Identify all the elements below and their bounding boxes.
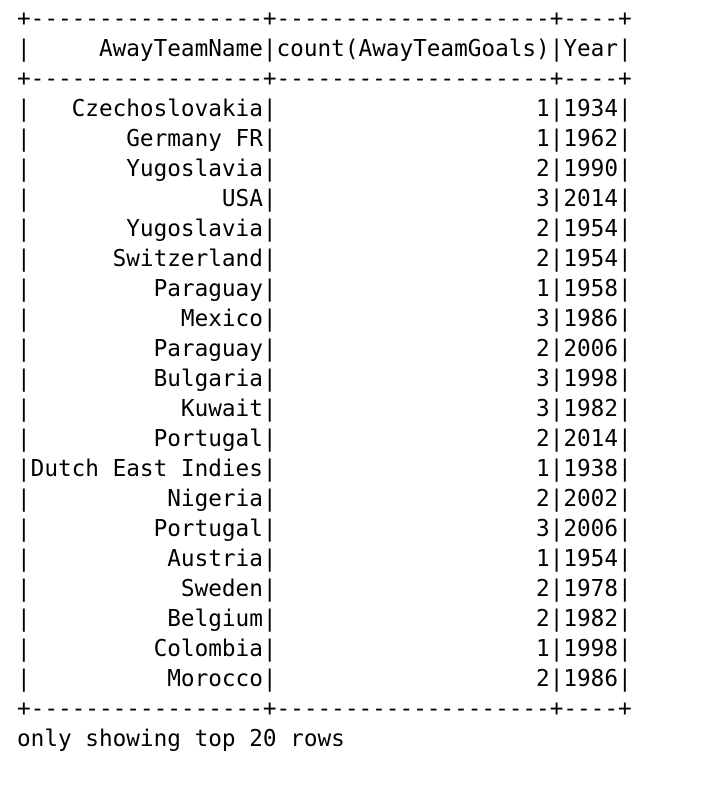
table-row: | Morocco| 2|1986| xyxy=(17,666,632,692)
table-row: | Mexico| 3|1986| xyxy=(17,306,632,332)
table-row: | Kuwait| 3|1982| xyxy=(17,396,632,422)
table-row: | Bulgaria| 3|1998| xyxy=(17,366,632,392)
table-top-border: +-----------------+--------------------+… xyxy=(17,6,632,32)
table-row: | Switzerland| 2|1954| xyxy=(17,246,632,272)
table-row: | Sweden| 2|1978| xyxy=(17,576,632,602)
table-row: | Nigeria| 2|2002| xyxy=(17,486,632,512)
table-row: | Yugoslavia| 2|1954| xyxy=(17,216,632,242)
table-row: | Belgium| 2|1982| xyxy=(17,606,632,632)
table-row: | Yugoslavia| 2|1990| xyxy=(17,156,632,182)
table-header-row: | AwayTeamName|count(AwayTeamGoals)|Year… xyxy=(17,36,632,62)
table-body: | Czechoslovakia| 1|1934| | Germany FR| 1… xyxy=(17,94,632,694)
console-output: +-----------------+--------------------+… xyxy=(17,4,632,754)
table-row: | Czechoslovakia| 1|1934| xyxy=(17,96,632,122)
table-bottom-border: +-----------------+--------------------+… xyxy=(17,696,632,722)
table-header-border: +-----------------+--------------------+… xyxy=(17,66,632,92)
table-row: | Germany FR| 1|1962| xyxy=(17,126,632,152)
table-row: |Dutch East Indies| 1|1938| xyxy=(17,456,632,482)
table-row: | Paraguay| 1|1958| xyxy=(17,276,632,302)
table-row: | Portugal| 3|2006| xyxy=(17,516,632,542)
table-row: | Colombia| 1|1998| xyxy=(17,636,632,662)
footer-text: only showing top 20 rows xyxy=(17,726,345,752)
table-row: | Portugal| 2|2014| xyxy=(17,426,632,452)
table-row: | USA| 3|2014| xyxy=(17,186,632,212)
table-row: | Paraguay| 2|2006| xyxy=(17,336,632,362)
table-row: | Austria| 1|1954| xyxy=(17,546,632,572)
